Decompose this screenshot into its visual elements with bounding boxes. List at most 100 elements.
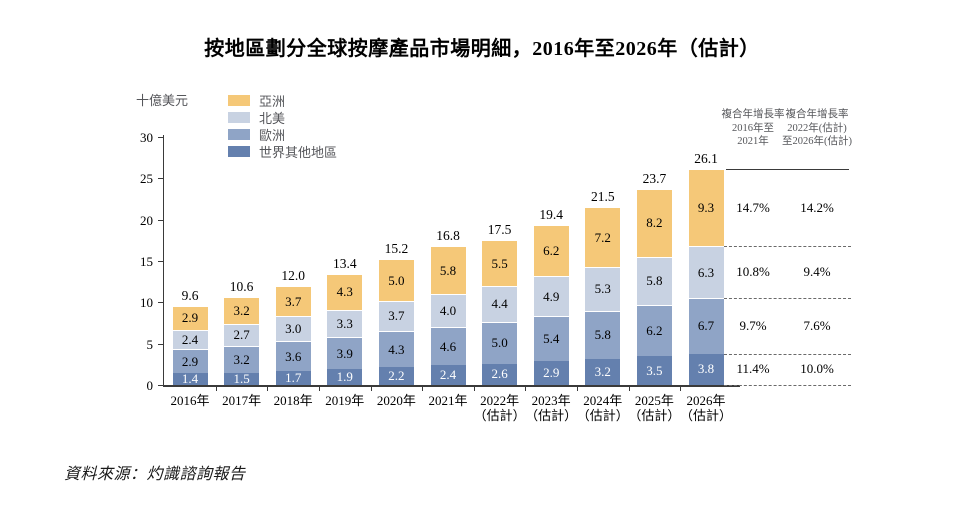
bar-segment-value: 5.8: [594, 327, 611, 343]
bar-segment-value: 2.2: [388, 367, 405, 383]
bar-segment: 3.6: [275, 341, 311, 371]
bar-segment: 4.0: [430, 294, 466, 328]
bar-total-label: 9.6: [181, 287, 199, 303]
bar-segment: 6.2: [533, 224, 569, 276]
bar-segment-value: 5.5: [491, 255, 508, 271]
x-axis-tick: [628, 386, 630, 391]
bar-segment-value: 2.6: [491, 366, 508, 382]
legend: 亞洲 北美 歐洲 世界其他地區: [228, 92, 337, 160]
bar-segment-value: 2.9: [181, 310, 199, 326]
y-axis-tick-label: 30: [140, 130, 153, 145]
bar-segment-value: 2.9: [543, 365, 560, 380]
bar-segment-value: 4.4: [491, 296, 508, 312]
x-axis-tick: [422, 386, 424, 391]
legend-swatch: [228, 145, 250, 157]
dashed-separator: [724, 353, 851, 355]
bar-segment-value: 2.7: [233, 327, 250, 343]
bar-segment: 2.7: [224, 323, 260, 347]
bar-segment: 2.9: [172, 349, 208, 374]
bar-segment: 3.2: [224, 297, 260, 324]
bar-segment: 7.2: [585, 207, 621, 267]
x-axis-tick: [370, 386, 372, 391]
bar-segment-value: 6.2: [646, 322, 663, 338]
legend-item: 亞洲: [228, 92, 337, 109]
source-note: 資料來源：灼識諮詢報告: [64, 466, 246, 483]
x-axis-label: 2026年 （估計）: [670, 393, 742, 423]
bar-segment-value: 4.3: [388, 341, 405, 357]
bar-segment: 5.8: [636, 256, 672, 305]
bar-segment: 5.8: [430, 246, 466, 295]
x-axis-tick: [680, 386, 682, 391]
cagr-value-2022-2026: 10.0%: [800, 361, 834, 377]
bar-segment: 5.0: [378, 259, 414, 301]
legend-item: 歐洲: [228, 126, 337, 143]
legend-label: 北美: [259, 110, 286, 126]
x-axis-label: 2019年: [325, 393, 365, 408]
bar-segment: 3.2: [224, 346, 260, 373]
y-axis-tick: [158, 385, 163, 386]
x-axis-label: 2018年: [273, 393, 313, 408]
y-axis-tick: [158, 302, 163, 304]
cagr-header-line: 2016年至: [732, 122, 774, 134]
legend-item: 北美: [228, 109, 337, 126]
bar-segment-value: 4.3: [336, 284, 353, 300]
bar-segment: 5.5: [482, 240, 518, 286]
bar-segment-value: 7.2: [594, 229, 611, 245]
bar-segment: 6.3: [688, 246, 724, 299]
bar-segment: 5.4: [533, 316, 569, 361]
x-axis-label-note: （估計）: [576, 408, 629, 423]
bar-total-label: 19.4: [539, 206, 563, 222]
legend-label: 世界其他地區: [259, 144, 338, 160]
bar-segment-value: 2.9: [181, 353, 199, 369]
x-axis-tick: [577, 386, 578, 391]
bar-total-label: 21.5: [590, 189, 615, 205]
x-axis-label-note: （估計）: [628, 408, 681, 423]
chart-title: 按地區劃分全球按摩產品市場明細，2016年至2026年（估計）: [204, 38, 760, 60]
cagr-header-line: 2021年: [737, 136, 769, 147]
bar-segment: 6.2: [636, 304, 672, 357]
x-axis-tick: [525, 386, 527, 391]
bar-segment-value: 5.8: [439, 262, 457, 278]
bar-segment-value: 3.2: [594, 363, 611, 379]
bar-segment-value: 3.2: [233, 351, 250, 367]
x-axis-label: 2023年 （估計）: [515, 393, 587, 423]
y-axis-tick: [158, 219, 163, 221]
bar-segment: 3.0: [275, 316, 311, 342]
bar-total-label: 12.0: [281, 267, 305, 283]
y-axis-tick-label: 5: [146, 336, 154, 352]
legend-label: 歐洲: [259, 127, 286, 143]
x-axis-label: 2016年: [170, 393, 210, 408]
bar-total-label: 16.8: [436, 228, 460, 244]
bar-segment: 3.5: [636, 356, 672, 385]
bar-segment-value: 8.2: [646, 215, 663, 231]
bar-segment: 3.7: [275, 285, 311, 317]
y-axis-tick-label: 15: [140, 254, 153, 269]
dashed-separator: [724, 246, 851, 248]
dashed-separator: [724, 385, 851, 386]
bar-segment-value: 5.0: [491, 335, 508, 351]
x-axis-label: 2020年: [376, 393, 416, 408]
legend-swatch: [228, 128, 250, 140]
bar-segment-value: 5.3: [594, 281, 611, 297]
bar-segment: 3.9: [327, 337, 363, 370]
x-axis-label-note: （估計）: [473, 408, 526, 423]
x-axis-line: [163, 385, 740, 387]
y-axis-line: [163, 135, 164, 386]
bar-segment-value: 4.9: [543, 288, 560, 304]
bar-segment: 2.2: [378, 366, 414, 385]
x-axis-tick: [473, 386, 475, 391]
y-axis-tick-label: 0: [146, 378, 154, 393]
bar-total-label: 10.6: [229, 279, 254, 295]
bar-segment: 1.4: [172, 372, 208, 386]
bar-segment-value: 4.6: [439, 338, 457, 354]
y-axis-unit-label: 十億美元: [136, 93, 189, 108]
cagr-header-2016-2021: 複合年增長率 2016年至 2021年: [691, 108, 815, 149]
x-axis-tick: [215, 386, 217, 391]
cagr-value-2022-2026: 14.2%: [800, 199, 834, 215]
bar-segment-value: 2.4: [181, 332, 199, 348]
bar-segment-value: 2.4: [439, 367, 457, 383]
legend-label: 亞洲: [259, 93, 286, 109]
cagr-value-2022-2026: 7.6%: [803, 317, 831, 333]
cagr-header-2022-2026: 複合年增長率 2022年(估計) 至2026年(估計): [755, 108, 879, 149]
bar-segment: 3.7: [378, 300, 414, 332]
